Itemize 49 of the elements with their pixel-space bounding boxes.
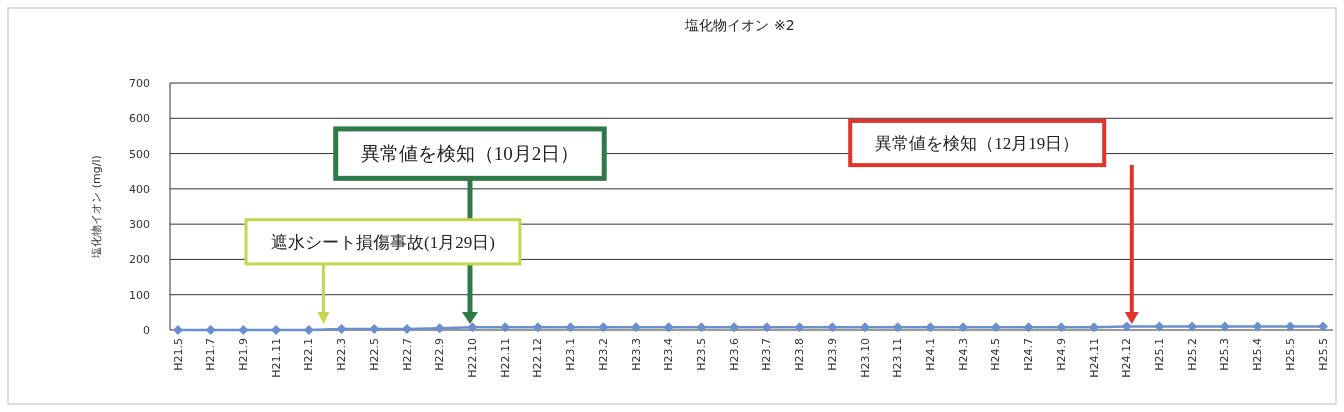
x-tick-label: H22.7 xyxy=(400,338,414,371)
y-tick-label: 500 xyxy=(129,147,150,161)
annotation: 異常値を検知（10月2日） xyxy=(360,143,580,165)
x-tick-label: H24.3 xyxy=(956,338,970,371)
x-tick-label: H25.1 xyxy=(1152,338,1166,371)
x-tick-label: H22.11 xyxy=(498,338,512,378)
y-tick-label: 200 xyxy=(129,253,150,267)
x-tick-label: H25.5 xyxy=(1316,338,1330,371)
x-tick-label: H22.5 xyxy=(367,338,381,371)
x-tick-label: H21.9 xyxy=(236,338,250,371)
x-tick-label: H24.5 xyxy=(989,338,1003,371)
y-tick-label: 300 xyxy=(129,218,150,232)
chart-title: 塩化物イオン ※2 xyxy=(684,17,795,33)
x-tick-label: H23.10 xyxy=(858,338,872,378)
y-tick-label: 600 xyxy=(129,112,150,126)
y-tick-label: 100 xyxy=(129,288,150,302)
x-tick-label: H23.3 xyxy=(629,338,643,371)
x-tick-label: H22.12 xyxy=(531,338,545,378)
y-axis-title: 塩化物イオン (mg/l) xyxy=(90,155,103,259)
x-tick-label: H23.1 xyxy=(564,338,578,371)
x-tick-label: H24.7 xyxy=(1022,338,1036,371)
x-tick-label: H21.11 xyxy=(269,338,283,378)
x-tick-label: H23.9 xyxy=(825,338,839,371)
x-tick-label: H22.3 xyxy=(335,338,349,371)
x-tick-label: H23.11 xyxy=(891,338,905,378)
x-tick-label: H23.8 xyxy=(793,338,807,371)
annotation: 異常値を検知（12月19日） xyxy=(875,133,1080,153)
x-tick-label: H25.3 xyxy=(1218,338,1232,371)
x-tick-label: H24.9 xyxy=(1054,338,1068,371)
x-tick-label: H22.1 xyxy=(302,338,316,371)
x-tick-label: H22.9 xyxy=(433,338,447,371)
x-tick-label: H24.12 xyxy=(1120,338,1134,378)
x-tick-label: H25.2 xyxy=(1185,338,1199,371)
annotation: 遮水シート損傷事故(1月29日) xyxy=(271,232,495,252)
y-tick-label: 700 xyxy=(129,77,150,90)
x-tick-label: H24.1 xyxy=(923,338,937,371)
x-tick-label: H23.7 xyxy=(760,338,774,371)
x-tick-label: H23.5 xyxy=(694,338,708,371)
x-tick-label: H22.10 xyxy=(465,338,479,378)
y-tick-label: 0 xyxy=(143,324,150,337)
x-tick-label: H25.4 xyxy=(1251,338,1265,371)
x-tick-label: H23.4 xyxy=(662,338,676,371)
x-tick-label: H24.11 xyxy=(1087,338,1101,378)
x-tick-label: H25.5 xyxy=(1283,338,1297,371)
x-tick-label: H23.2 xyxy=(596,338,610,371)
y-tick-label: 400 xyxy=(129,182,150,196)
x-tick-label: H21.5 xyxy=(171,338,185,371)
x-tick-label: H21.7 xyxy=(204,338,218,371)
x-tick-label: H23.6 xyxy=(727,338,741,371)
